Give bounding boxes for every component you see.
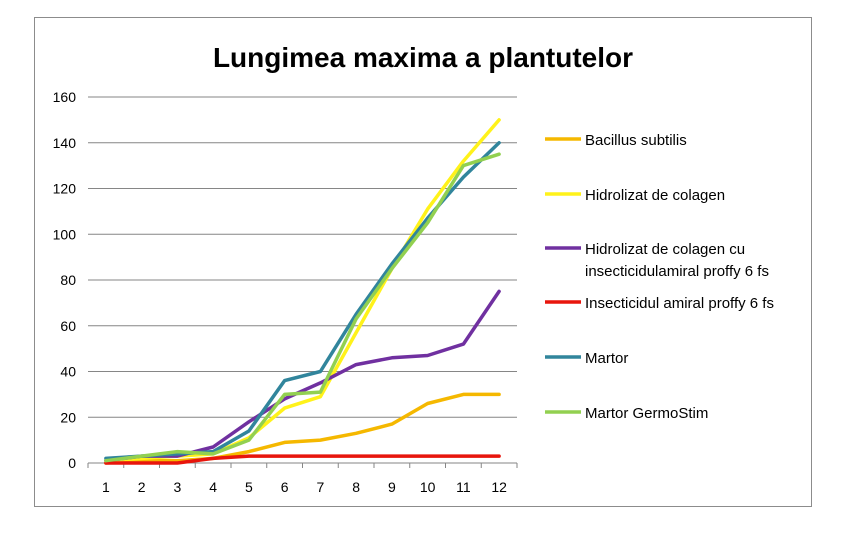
series-line-3 — [104, 289, 501, 463]
x-tick-label: 12 — [491, 479, 507, 495]
x-tick-label: 11 — [456, 479, 471, 495]
x-tick-label: 8 — [352, 479, 360, 495]
y-tick-label: 120 — [53, 181, 77, 197]
series-line-4 — [104, 454, 501, 465]
x-tick-label: 4 — [209, 479, 217, 495]
x-tick-label: 7 — [316, 479, 324, 495]
x-tick-label: 5 — [245, 479, 253, 495]
x-tick-label: 10 — [420, 479, 436, 495]
legend-label: Bacillus subtilis — [585, 132, 687, 149]
x-tick-label: 1 — [102, 479, 110, 495]
legend-label: Hidrolizat de colagen — [585, 187, 725, 204]
y-tick-label: 60 — [60, 318, 76, 334]
chart-svg: Lungimea maxima a plantutelor 0 20 40 60 80 1… — [53, 42, 774, 495]
x-tick-label: 9 — [388, 479, 396, 495]
y-tick-label: 160 — [53, 89, 77, 105]
x-tick-label: 2 — [138, 479, 146, 495]
legend-label: insecticidulamiral proffy 6 fs — [585, 263, 769, 280]
series-line-6 — [104, 152, 501, 463]
series-line-2 — [104, 118, 501, 463]
legend-label: Insecticidul amiral proffy 6 fs — [585, 295, 774, 312]
y-tick-label: 100 — [53, 226, 77, 242]
y-tick-label: 0 — [68, 455, 76, 471]
y-tick-label: 140 — [53, 135, 77, 151]
chart-title: Lungimea maxima a plantutelor — [213, 42, 633, 73]
chart-frame: Lungimea maxima a plantutelor 0 20 40 60 80 1… — [34, 17, 812, 507]
legend-label: Martor GermoStim — [585, 405, 708, 422]
legend: Bacillus subtilis Hidrolizat de colagen Hi… — [545, 132, 774, 422]
y-tick-label: 40 — [60, 364, 76, 380]
x-tick-label: 3 — [173, 479, 181, 495]
x-tick-label: 6 — [281, 479, 289, 495]
y-tick-label: 80 — [60, 272, 76, 288]
y-tick-label: 20 — [60, 409, 76, 425]
legend-label: Hidrolizat de colagen cu — [585, 241, 745, 258]
legend-label: Martor — [585, 350, 628, 367]
series-line-1 — [104, 392, 501, 465]
gridlines — [88, 96, 517, 418]
series-lines — [104, 118, 501, 465]
